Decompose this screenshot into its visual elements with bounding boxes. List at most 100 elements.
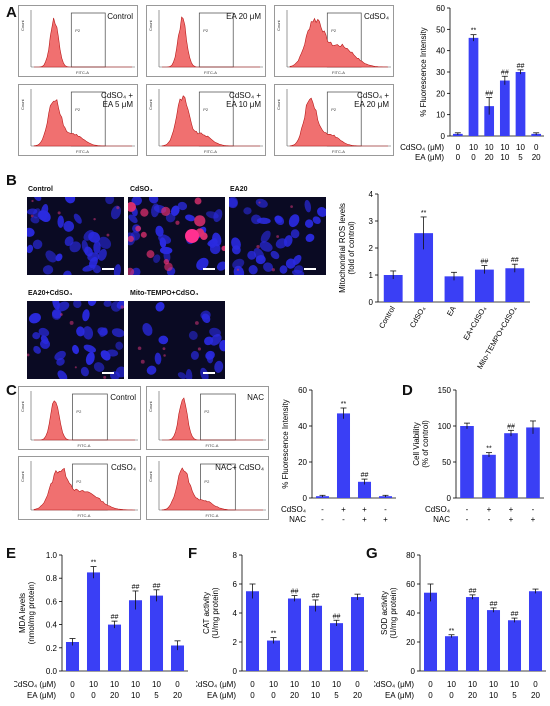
bar xyxy=(474,269,494,302)
condition-row-label: CdSO₄ (μM) xyxy=(14,680,56,689)
nucleus xyxy=(27,227,35,237)
nucleus xyxy=(57,215,64,228)
flow-plot-nac: FITC-A Count P2 NAC xyxy=(146,386,269,450)
condition-value: 10 xyxy=(489,691,498,700)
x-category-label: Control xyxy=(377,304,397,330)
flow-yaxis-label: Count xyxy=(148,400,153,412)
panel-label-d: D xyxy=(402,382,413,399)
scale-bar xyxy=(203,268,215,270)
nucleus xyxy=(159,246,173,255)
bar xyxy=(465,597,480,671)
condition-value: 5 xyxy=(512,691,517,700)
chart-g-sod: 0 20 40 60 80 SOD activity (U/mg protein) 0 0 ** 1… xyxy=(374,551,546,700)
condition-value: - xyxy=(321,515,324,524)
bar xyxy=(468,37,479,136)
histogram xyxy=(161,95,260,147)
nucleus xyxy=(76,326,85,337)
bar xyxy=(484,106,495,136)
ros-signal xyxy=(146,250,155,259)
ros-signal xyxy=(175,220,180,225)
flow-plot-label: NAC xyxy=(247,393,264,402)
nucleus xyxy=(57,370,68,379)
nucleus xyxy=(72,344,80,355)
ros-signal xyxy=(258,201,261,204)
nucleus xyxy=(214,360,224,373)
significance-mark: ## xyxy=(469,588,477,595)
micrograph-ea20-cdso4 xyxy=(27,301,124,379)
chart-b-mito-ros: 0 1 2 3 4 Mitochondrial ROS levels (fold of co… xyxy=(338,190,530,371)
condition-value: + xyxy=(531,515,536,524)
condition-value: 20 xyxy=(532,153,541,162)
significance-mark: ## xyxy=(501,69,509,76)
bar xyxy=(383,275,403,302)
nucleus xyxy=(274,215,283,224)
y-tick-label: 60 xyxy=(436,4,445,13)
ros-signal xyxy=(290,205,293,208)
micrograph-cdso4 xyxy=(128,197,225,275)
bar xyxy=(287,598,302,671)
nucleus xyxy=(115,341,124,350)
ros-signal xyxy=(194,215,206,227)
scale-bar xyxy=(102,268,114,270)
condition-row-label: EA (μM) xyxy=(27,691,56,700)
ros-signal xyxy=(135,225,142,232)
significance-mark: ** xyxy=(421,210,427,217)
bar xyxy=(329,623,344,671)
flow-xaxis-label: FITC-A xyxy=(206,513,219,518)
micrograph-title: Mito-TEMPO+CdSO₄ xyxy=(130,290,199,297)
ros-signal xyxy=(93,217,96,221)
flow-xaxis-label: FITC-A xyxy=(204,149,217,154)
nucleus xyxy=(54,350,66,361)
nucleus xyxy=(206,353,214,364)
nucleus xyxy=(158,234,172,244)
y-tick-label: 60 xyxy=(406,580,415,589)
nucleus xyxy=(98,236,112,249)
ros-signal xyxy=(194,197,202,205)
nucleus xyxy=(97,327,108,336)
significance-mark: ** xyxy=(271,631,277,638)
flow-xaxis-label: FITC-A xyxy=(76,149,89,154)
bar xyxy=(499,80,510,136)
condition-value: 10 xyxy=(468,680,477,689)
flow-yaxis-label: Count xyxy=(148,470,153,482)
histogram xyxy=(34,400,135,441)
significance-mark: ## xyxy=(511,611,519,618)
condition-value: 10 xyxy=(290,680,299,689)
y-axis-label: (U/mg protein) xyxy=(389,587,398,638)
nucleus xyxy=(93,241,101,254)
flow-plot-label: CdSO₄ xyxy=(363,12,389,21)
nucleus xyxy=(42,265,54,275)
ros-signal xyxy=(256,244,260,249)
x-category-label: EA xyxy=(445,305,458,318)
condition-value: 10 xyxy=(269,680,278,689)
nucleus xyxy=(177,372,187,379)
nucleus xyxy=(30,216,40,224)
nucleus xyxy=(83,344,96,353)
condition-value: 0 xyxy=(175,680,180,689)
ros-signal xyxy=(185,229,200,243)
micrograph-control xyxy=(27,197,124,275)
ros-signal xyxy=(103,375,107,379)
condition-value: 0 xyxy=(250,680,255,689)
y-tick-label: 0 xyxy=(233,667,238,676)
ros-signal xyxy=(271,268,275,272)
ros-signal xyxy=(128,235,134,242)
nucleus xyxy=(304,199,312,213)
condition-value: + xyxy=(509,505,514,514)
ros-signal xyxy=(162,347,166,351)
flow-xaxis-label: FITC-A xyxy=(332,70,345,75)
nucleus xyxy=(56,301,70,312)
ros-signal xyxy=(128,202,137,212)
nucleus xyxy=(196,257,209,271)
bar xyxy=(378,496,393,498)
condition-value: - xyxy=(466,515,469,524)
condition-value: 0 xyxy=(91,691,96,700)
nucleus xyxy=(45,250,57,263)
flow-yaxis-label: Count xyxy=(20,98,25,110)
condition-value: 0 xyxy=(471,153,476,162)
nucleus xyxy=(83,230,95,241)
significance-mark: ** xyxy=(91,560,97,567)
flow-xaxis-label: FITC-A xyxy=(78,513,91,518)
condition-row-label: CdSO₄ (μM) xyxy=(374,680,414,689)
